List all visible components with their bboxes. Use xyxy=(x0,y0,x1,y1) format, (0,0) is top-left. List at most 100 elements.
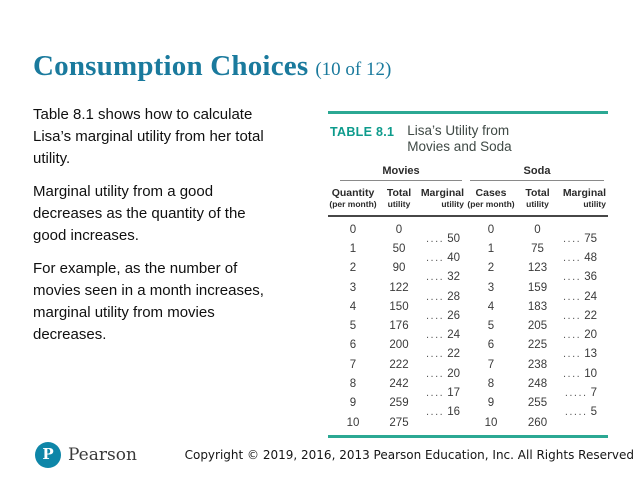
leader-dots: ..... xyxy=(564,387,588,400)
paragraph-line: marginal utility from movies xyxy=(33,304,215,321)
paragraph-line: Lisa’s marginal utility from her total xyxy=(33,128,264,145)
marginal-value: 13 xyxy=(584,348,597,361)
table-cell: .... 48 xyxy=(559,252,608,264)
marginal-value: 22 xyxy=(447,348,460,361)
table-cell: 9 xyxy=(349,397,357,410)
paragraph: Marginal utility from a good decreases as… xyxy=(33,181,264,247)
table-cell: 7 xyxy=(487,358,495,371)
table-cell: 1 xyxy=(487,242,495,255)
table-cell: 150 xyxy=(389,300,409,313)
marginal-value: 48 xyxy=(584,251,597,264)
table-row: 8 242.... 17 8 248..... 7 xyxy=(328,374,608,399)
leader-dots: .... xyxy=(562,367,582,380)
pearson-logo: P Pearson xyxy=(35,442,137,468)
table-cell: 205 xyxy=(527,320,548,333)
table-cell: .... 32 xyxy=(420,271,466,283)
table-cell: ..... 7 xyxy=(559,387,608,399)
table-caption-line1: Lisa’s Utility from xyxy=(407,123,510,138)
table-top-rule xyxy=(328,111,608,114)
table-row: 2 90.... 32 2 123.... 36 xyxy=(328,259,608,283)
table-cell: 5 xyxy=(487,320,495,333)
table-cell: 242 xyxy=(389,378,409,391)
table-cell: 8 xyxy=(349,378,357,391)
marginal-value: 22 xyxy=(584,309,597,322)
table-cell: .... 75 xyxy=(559,233,608,245)
table-cell: 0 xyxy=(534,223,541,236)
table-cell: 176 xyxy=(389,320,409,333)
table-cell: 0 xyxy=(395,223,403,236)
column-header-total-movies: Total utility xyxy=(386,187,412,209)
marginal-value: 20 xyxy=(447,367,460,380)
table-cell: 75 xyxy=(531,242,544,255)
table-row: 5 176.... 24 5 205.... 20 xyxy=(328,316,608,341)
marginal-value: 26 xyxy=(447,309,460,322)
page-title: Consumption Choices (10 of 12) xyxy=(33,50,391,83)
table-cell: 5 xyxy=(349,320,357,333)
table-caption-text: Lisa’s Utility from Movies and Soda xyxy=(407,123,511,155)
table-cell: 123 xyxy=(527,262,548,275)
table-cell: 238 xyxy=(527,358,548,371)
table-panel: TABLE 8.1 Lisa’s Utility from Movies and… xyxy=(328,105,608,439)
table-cell: 6 xyxy=(349,339,357,352)
marginal-value: 16 xyxy=(447,406,460,419)
leader-dots: .... xyxy=(425,348,445,361)
page-title-suffix: (10 of 12) xyxy=(315,59,392,80)
leader-dots: .... xyxy=(562,290,582,303)
table-cell: .... 24 xyxy=(559,291,608,303)
table-cell: 3 xyxy=(349,281,357,294)
paragraph-line: For example, as the number of xyxy=(33,260,238,277)
table-cell: .... 28 xyxy=(420,291,466,303)
leader-dots: .... xyxy=(562,271,582,284)
leader-dots: .... xyxy=(425,271,445,284)
leader-dots: .... xyxy=(562,329,582,342)
paragraph-line: Marginal utility from a good xyxy=(33,183,214,200)
marginal-value: 28 xyxy=(447,290,460,303)
group-header-movies: Movies xyxy=(340,165,462,181)
leader-dots: .... xyxy=(425,329,445,342)
marginal-value: 24 xyxy=(447,329,460,342)
table-cell: .... 13 xyxy=(559,348,608,360)
paragraph-line: decreases as the quantity of the xyxy=(33,205,246,222)
table-cell: 2 xyxy=(349,262,357,275)
header-rule xyxy=(328,215,608,217)
table-cell: .... 20 xyxy=(420,368,466,380)
table-cell: 159 xyxy=(527,281,548,294)
table-cell: .... 40 xyxy=(420,252,466,264)
marginal-value: 40 xyxy=(447,251,460,264)
leader-dots: .... xyxy=(562,309,582,322)
table-cell: 122 xyxy=(389,281,409,294)
marginal-value: 32 xyxy=(447,271,460,284)
table-cell: 8 xyxy=(487,378,495,391)
table-cell: 0 xyxy=(487,223,495,236)
table-row: 0 0.... 50 0 0.... 75 xyxy=(328,220,608,245)
table-cell: 10 xyxy=(484,416,498,429)
leader-dots: .... xyxy=(425,367,445,380)
table-row: 6 200.... 22 6 225.... 13 xyxy=(328,336,608,360)
table-cell: .... 16 xyxy=(420,406,466,418)
marginal-value: 75 xyxy=(584,232,597,245)
table-cell: 4 xyxy=(349,300,357,313)
text-column: Table 8.1 shows how to calculate Lisa’s m… xyxy=(33,104,264,357)
group-header-row: Movies Soda xyxy=(328,165,608,181)
table-caption: TABLE 8.1 Lisa’s Utility from Movies and… xyxy=(328,114,608,155)
table-cell: 248 xyxy=(527,378,548,391)
table-label: TABLE 8.1 xyxy=(330,125,395,139)
column-header-marginal-movies: Marginal utility xyxy=(420,187,464,209)
table-body: 0 0.... 50 0 0.... 75 1 50.... 40 1 75.... 48 2 90...… xyxy=(328,220,608,432)
leader-dots: .... xyxy=(425,406,445,419)
column-header-row: Quantity (per month) Total utility Margi… xyxy=(328,187,608,210)
marginal-value: 20 xyxy=(584,329,597,342)
leader-dots: .... xyxy=(562,348,582,361)
paragraph-line: utility. xyxy=(33,150,71,167)
table-cell: 200 xyxy=(389,339,409,352)
marginal-value: 10 xyxy=(584,367,597,380)
table-row: 1 50.... 40 1 75.... 48 xyxy=(328,239,608,264)
table-cell: .... 20 xyxy=(559,329,608,341)
table-cell: 260 xyxy=(527,416,548,429)
table-cell: 6 xyxy=(487,339,495,352)
leader-dots: .... xyxy=(425,232,445,245)
copyright-text: Copyright © 2019, 2016, 2013 Pearson Edu… xyxy=(184,448,634,462)
column-header-marginal-soda: Marginal utility xyxy=(562,187,606,209)
table-cell: 4 xyxy=(487,300,495,313)
table-cell: .... 36 xyxy=(559,271,608,283)
